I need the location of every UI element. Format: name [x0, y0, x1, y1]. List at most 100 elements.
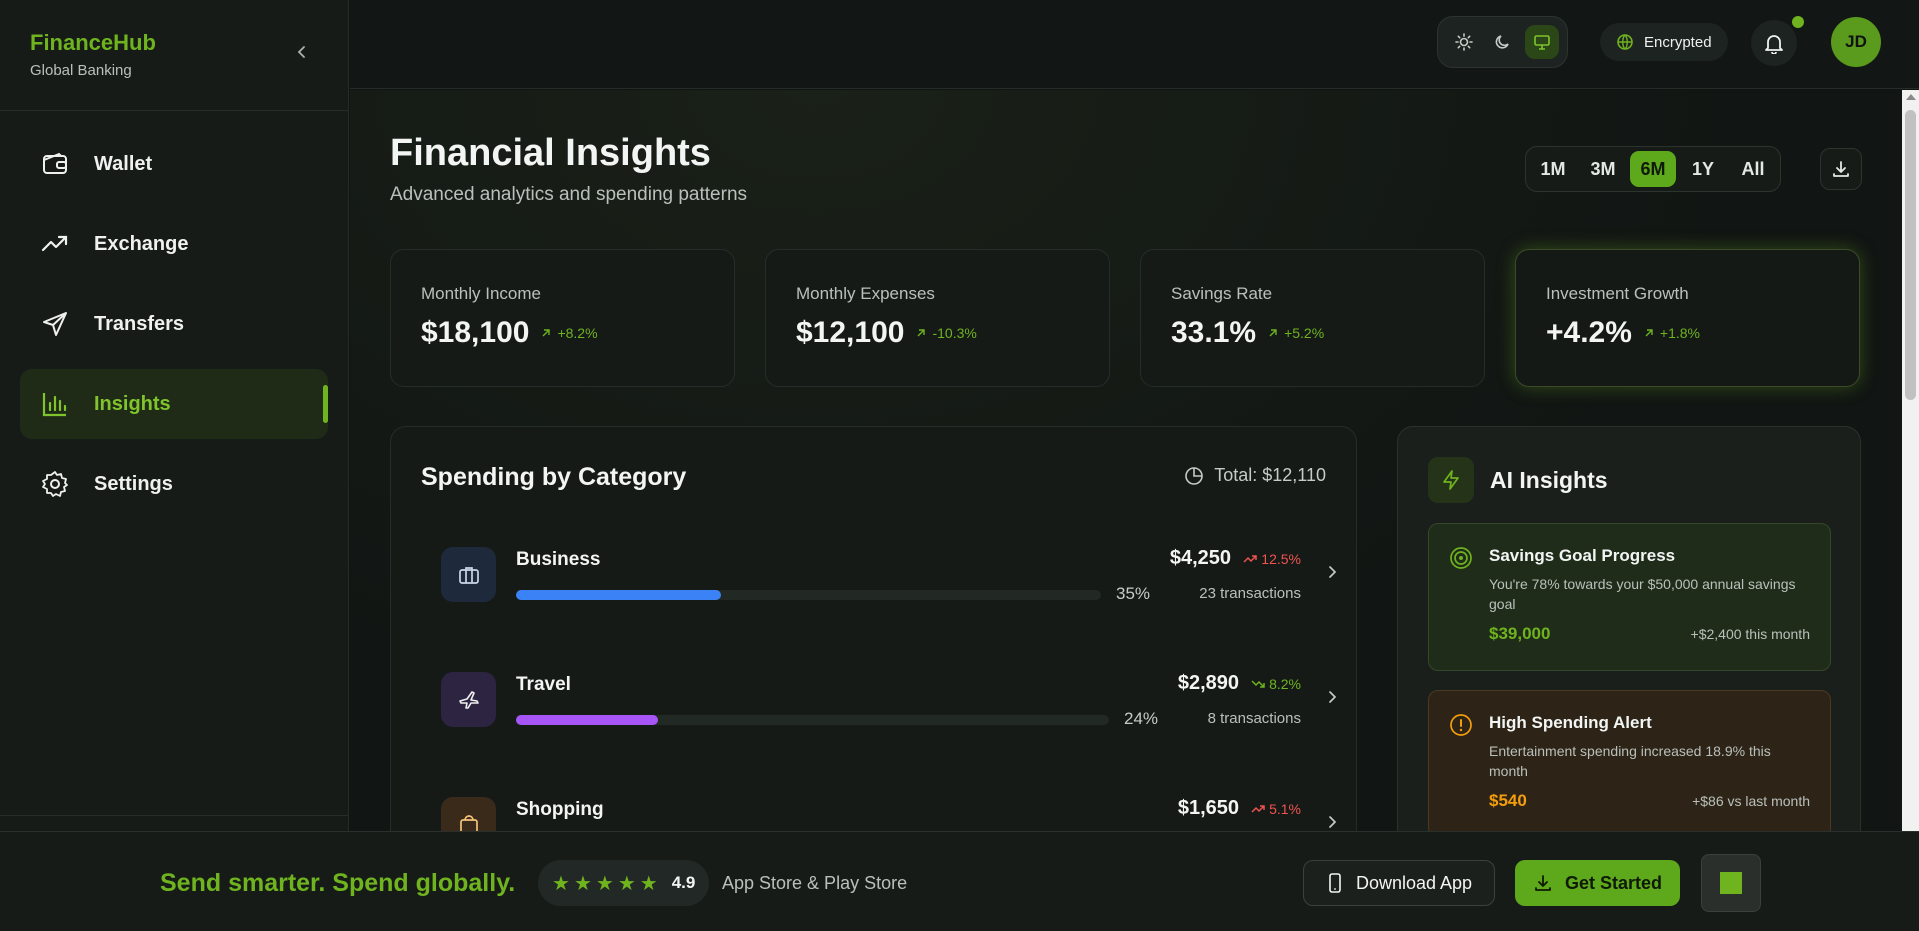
sidebar-item-label: Insights	[94, 392, 171, 415]
download-app-label: Download App	[1355, 872, 1473, 893]
category-icon-box	[441, 672, 496, 727]
range-1m-button[interactable]: 1M	[1540, 158, 1566, 179]
lightning-icon	[1443, 470, 1459, 490]
get-started-button[interactable]: Get Started	[1515, 860, 1680, 906]
globe-icon	[1617, 34, 1633, 50]
arrow-up-right-icon	[1269, 329, 1277, 337]
category-trend-value: 8.2%	[1269, 676, 1301, 692]
category-percent: 24%	[1124, 709, 1159, 728]
gear-icon	[40, 469, 70, 499]
spending-total-value: Total: $12,110	[1214, 465, 1326, 485]
insight-card-spending-alert[interactable]: High Spending Alert Entertainment spendi…	[1428, 690, 1831, 831]
stat-delta-value: +1.8%	[1659, 325, 1700, 341]
pie-chart-icon	[1185, 466, 1204, 485]
range-1y-button[interactable]: 1Y	[1691, 158, 1715, 179]
insight-note: +$2,400 this month	[1690, 626, 1810, 642]
stat-label: Savings Rate	[1171, 284, 1273, 303]
sidebar-item-insights[interactable]: Insights	[20, 369, 328, 439]
chevron-right-icon	[1325, 565, 1339, 584]
notifications-button[interactable]	[1751, 20, 1797, 66]
category-row-travel[interactable]: Travel $2,890 8.2% 24% 8 transactions	[441, 672, 1337, 732]
arrow-up-right-icon	[917, 329, 926, 337]
sidebar-item-wallet[interactable]: Wallet	[20, 129, 328, 199]
stat-label: Monthly Expenses	[796, 284, 935, 303]
time-range-selector: 1M 3M 6M 1Y All	[1525, 146, 1781, 192]
spending-title: Spending by Category	[421, 463, 687, 491]
square-action-button[interactable]	[1701, 854, 1761, 912]
main-scrollbar[interactable]	[1902, 90, 1919, 831]
stat-delta-value: -10.3%	[932, 325, 977, 341]
stat-delta: +5.2%	[1268, 325, 1324, 341]
encrypted-badge[interactable]: Encrypted	[1600, 23, 1728, 61]
insight-card-savings-goal[interactable]: Savings Goal Progress You're 78% towards…	[1428, 523, 1831, 671]
chevron-right-icon	[1325, 690, 1339, 709]
stat-label: Investment Growth	[1546, 284, 1689, 303]
scroll-up-arrow[interactable]	[1906, 94, 1916, 100]
briefcase-icon	[458, 566, 479, 584]
category-trend-value: 12.5%	[1261, 551, 1301, 567]
range-all-button[interactable]: All	[1741, 158, 1765, 179]
theme-light-button[interactable]	[1447, 25, 1481, 59]
export-button[interactable]	[1820, 148, 1862, 190]
category-bar-track	[516, 590, 1101, 600]
category-name: Business	[516, 549, 601, 570]
theme-toggle	[1437, 16, 1568, 68]
sidebar: FinanceHub Global Banking Wallet Exchang…	[0, 0, 349, 831]
category-row-shopping[interactable]: Shopping $1,650 5.1%	[441, 797, 1337, 831]
smartphone-icon	[1329, 873, 1341, 893]
range-6m-button[interactable]: 6M	[1630, 151, 1676, 187]
category-amount: $2,890	[1177, 672, 1239, 694]
shopping-bag-icon	[459, 814, 478, 831]
promo-tagline: Send smarter. Spend globally.	[160, 869, 516, 897]
sidebar-item-label: Wallet	[94, 152, 153, 175]
category-trend: 5.1%	[1251, 801, 1301, 817]
category-transactions: 8 transactions	[1207, 710, 1301, 727]
top-bar: Encrypted JD	[350, 0, 1919, 89]
category-trend: 8.2%	[1251, 676, 1301, 692]
insight-title: Savings Goal Progress	[1489, 546, 1676, 565]
notification-dot	[1792, 16, 1804, 28]
avatar[interactable]: JD	[1831, 17, 1881, 67]
category-row-business[interactable]: Business $4,250 12.5% 35% 23 transaction…	[441, 547, 1337, 607]
insight-note: +$86 vs last month	[1692, 793, 1810, 809]
category-percent: 35%	[1116, 584, 1151, 603]
bar-chart-icon	[40, 389, 70, 419]
theme-system-button[interactable]	[1524, 25, 1559, 59]
stat-card-savings-rate[interactable]: Savings Rate 33.1% +5.2%	[1140, 249, 1485, 387]
send-icon	[40, 309, 70, 339]
stat-card-investment-growth[interactable]: Investment Growth +4.2% +1.8%	[1515, 249, 1860, 387]
moon-icon	[1495, 35, 1509, 49]
stat-delta: +8.2%	[541, 325, 598, 341]
stats-row: Monthly Income $18,100 +8.2% Monthly Exp…	[390, 249, 1860, 387]
range-3m-button[interactable]: 3M	[1590, 158, 1616, 179]
category-name: Travel	[516, 674, 571, 695]
page-subtitle: Advanced analytics and spending patterns	[390, 184, 748, 205]
category-trend-value: 5.1%	[1269, 801, 1301, 817]
download-app-button[interactable]: Download App	[1303, 860, 1495, 906]
download-icon	[1833, 161, 1849, 177]
app-rating: ★ ★ ★ ★ ★ 4.9	[538, 860, 710, 906]
theme-dark-button[interactable]	[1486, 25, 1520, 59]
monitor-icon	[1533, 35, 1550, 50]
brand: FinanceHub Global Banking	[0, 0, 348, 111]
sidebar-item-transfers[interactable]: Transfers	[20, 289, 328, 359]
rating-value: 4.9	[671, 873, 696, 892]
star-icon: ★	[639, 872, 658, 895]
stat-card-expenses[interactable]: Monthly Expenses $12,100 -10.3%	[765, 249, 1110, 387]
category-bar-fill	[516, 715, 659, 725]
sidebar-item-exchange[interactable]: Exchange	[20, 209, 328, 279]
category-icon-box	[441, 797, 496, 831]
stat-card-income[interactable]: Monthly Income $18,100 +8.2%	[390, 249, 735, 387]
category-amount: $4,250	[1169, 547, 1231, 569]
trending-down-icon	[1251, 680, 1265, 688]
insight-title: High Spending Alert	[1489, 713, 1652, 732]
ai-insights-panel: AI Insights Savings Goal Progress You're…	[1397, 426, 1861, 831]
collapse-sidebar-button[interactable]	[292, 42, 312, 62]
stat-label: Monthly Income	[421, 284, 541, 303]
sidebar-item-settings[interactable]: Settings	[20, 449, 328, 519]
ai-badge	[1428, 457, 1474, 503]
sidebar-item-label: Exchange	[94, 232, 189, 255]
download-icon	[1535, 875, 1551, 891]
scrollbar-thumb[interactable]	[1905, 110, 1916, 400]
get-started-label: Get Started	[1564, 872, 1663, 893]
